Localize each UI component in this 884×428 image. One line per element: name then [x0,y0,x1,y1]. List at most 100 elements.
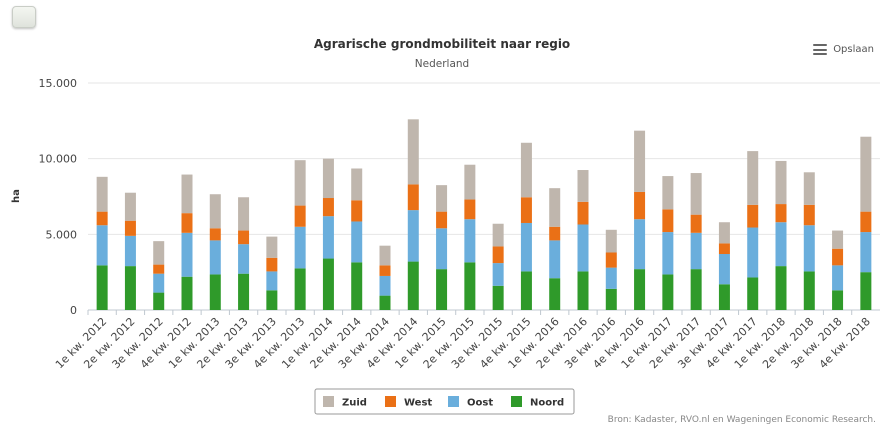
bar-segment-oost[interactable] [832,265,844,291]
bar-segment-oost[interactable] [322,216,334,259]
legend-label-zuid[interactable]: Zuid [342,398,367,409]
bar-segment-noord[interactable] [266,290,278,310]
bar-segment-noord[interactable] [322,258,334,310]
bar-segment-west[interactable] [209,228,221,241]
bar-segment-west[interactable] [96,211,108,226]
bar-segment-oost[interactable] [803,225,815,272]
bar-segment-west[interactable] [294,205,306,227]
bar-segment-zuid[interactable] [379,245,391,266]
bar-segment-west[interactable] [549,226,561,241]
bar-segment-noord[interactable] [238,273,250,310]
legend-swatch-zuid[interactable] [323,396,334,407]
bar-segment-noord[interactable] [690,269,702,310]
bar-segment-oost[interactable] [605,267,617,289]
bar-segment-west[interactable] [266,257,278,272]
bar-segment-west[interactable] [747,204,759,228]
bar-segment-oost[interactable] [464,219,476,263]
bar-segment-zuid[interactable] [832,230,844,249]
bar-segment-zuid[interactable] [549,188,561,227]
save-label[interactable]: Opslaan [833,44,874,55]
bar-segment-west[interactable] [605,252,617,268]
bar-segment-oost[interactable] [153,273,165,293]
bar-segment-zuid[interactable] [124,192,136,221]
bar-segment-noord[interactable] [464,262,476,310]
bar-segment-oost[interactable] [718,254,730,285]
bar-segment-west[interactable] [634,191,646,220]
bar-segment-oost[interactable] [520,222,532,272]
bar-segment-zuid[interactable] [464,164,476,200]
bar-segment-west[interactable] [577,201,589,225]
bar-segment-west[interactable] [181,213,193,233]
bar-segment-west[interactable] [718,243,730,255]
bar-segment-west[interactable] [436,211,448,229]
bar-segment-noord[interactable] [747,277,759,310]
bar-segment-west[interactable] [379,265,391,276]
bar-segment-west[interactable] [803,204,815,226]
bar-segment-oost[interactable] [209,240,221,275]
bar-segment-noord[interactable] [153,292,165,310]
bar-segment-oost[interactable] [549,240,561,279]
bar-segment-oost[interactable] [436,228,448,270]
legend-swatch-west[interactable] [385,396,396,407]
bar-segment-west[interactable] [124,220,136,236]
bar-segment-zuid[interactable] [690,173,702,215]
bar-segment-zuid[interactable] [860,136,872,212]
bar-segment-noord[interactable] [860,272,872,310]
bar-segment-noord[interactable] [662,274,674,310]
bar-segment-oost[interactable] [294,226,306,269]
bar-segment-noord[interactable] [775,266,787,310]
bar-segment-zuid[interactable] [520,142,532,198]
bar-segment-zuid[interactable] [153,241,165,265]
bar-segment-noord[interactable] [124,266,136,310]
bar-segment-west[interactable] [407,184,419,211]
bar-segment-zuid[interactable] [407,119,419,185]
hamburger-icon[interactable] [813,44,828,55]
save-menu[interactable]: Opslaan [813,44,874,55]
bar-segment-noord[interactable] [803,271,815,310]
bar-segment-noord[interactable] [634,269,646,310]
bar-segment-zuid[interactable] [662,176,674,210]
bar-segment-noord[interactable] [492,285,504,310]
bar-segment-noord[interactable] [407,261,419,310]
bar-segment-oost[interactable] [407,210,419,262]
toggle-button[interactable] [12,6,36,28]
bar-segment-zuid[interactable] [803,172,815,205]
bar-segment-west[interactable] [153,264,165,274]
bar-segment-zuid[interactable] [294,160,306,206]
bar-segment-west[interactable] [464,199,476,220]
bar-segment-oost[interactable] [775,222,787,267]
bar-segment-noord[interactable] [605,288,617,310]
bar-segment-oost[interactable] [351,221,363,263]
bar-segment-noord[interactable] [832,290,844,310]
bar-segment-west[interactable] [860,211,872,233]
bar-segment-oost[interactable] [747,227,759,278]
bar-segment-noord[interactable] [379,295,391,310]
bar-segment-zuid[interactable] [718,222,730,244]
bar-segment-west[interactable] [690,214,702,233]
bar-segment-noord[interactable] [96,265,108,310]
bar-segment-zuid[interactable] [634,130,646,192]
bar-segment-zuid[interactable] [747,151,759,205]
legend-swatch-oost[interactable] [448,396,459,407]
bar-segment-oost[interactable] [577,224,589,272]
bar-segment-zuid[interactable] [266,236,278,258]
bar-segment-noord[interactable] [436,269,448,310]
bar-segment-noord[interactable] [351,262,363,310]
bar-segment-noord[interactable] [294,268,306,310]
bar-segment-zuid[interactable] [181,174,193,214]
bar-segment-west[interactable] [351,200,363,222]
bar-segment-west[interactable] [775,204,787,223]
bar-segment-noord[interactable] [520,271,532,310]
bar-segment-zuid[interactable] [605,229,617,253]
bar-segment-zuid[interactable] [436,185,448,212]
bar-segment-noord[interactable] [718,284,730,310]
bar-segment-oost[interactable] [181,232,193,277]
legend-label-noord[interactable]: Noord [530,398,564,409]
bar-segment-oost[interactable] [662,232,674,275]
bar-segment-zuid[interactable] [238,197,250,231]
legend-swatch-noord[interactable] [511,396,522,407]
bar-segment-zuid[interactable] [577,170,589,202]
bar-segment-zuid[interactable] [209,194,221,229]
bar-segment-oost[interactable] [690,232,702,270]
bar-segment-oost[interactable] [634,219,646,270]
